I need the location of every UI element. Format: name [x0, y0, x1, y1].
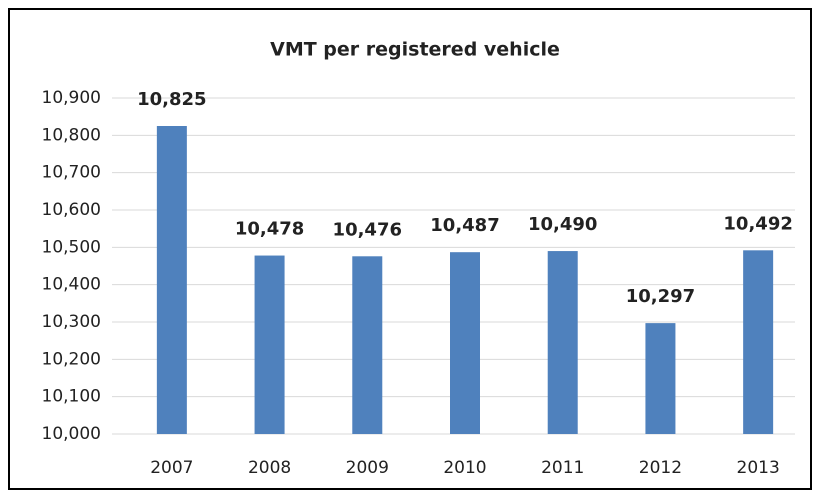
y-tick-label: 10,100	[42, 387, 101, 407]
y-tick-label: 10,700	[42, 163, 101, 183]
bar	[352, 256, 383, 434]
x-tick-label: 2013	[737, 458, 780, 478]
y-tick-label: 10,000	[42, 424, 101, 444]
x-tick-label: 2007	[150, 458, 193, 478]
x-tick-label: 2011	[541, 458, 584, 478]
bar	[254, 255, 285, 434]
y-tick-label: 10,400	[42, 275, 101, 295]
y-tick-label: 10,200	[42, 349, 101, 369]
chart-border	[8, 8, 812, 490]
bar	[547, 251, 578, 434]
x-tick-label: 2008	[248, 458, 291, 478]
bar	[743, 250, 774, 434]
data-label: 10,297	[626, 286, 695, 307]
y-tick-label: 10,900	[42, 88, 101, 108]
y-tick-label: 10,800	[42, 125, 101, 145]
x-tick-label: 2012	[639, 458, 682, 478]
y-tick-label: 10,300	[42, 312, 101, 332]
data-label: 10,492	[723, 213, 792, 234]
data-label: 10,487	[430, 215, 499, 236]
data-label: 10,490	[528, 214, 597, 235]
data-label: 10,476	[333, 219, 402, 240]
x-tick-label: 2009	[346, 458, 389, 478]
bar	[645, 323, 676, 434]
chart-title: VMT per registered vehicle	[270, 39, 560, 61]
data-label: 10,478	[235, 219, 304, 240]
bar	[450, 252, 480, 434]
y-tick-label: 10,600	[42, 200, 101, 220]
data-label: 10,825	[137, 89, 206, 110]
bar	[156, 126, 187, 434]
x-tick-label: 2010	[443, 458, 486, 478]
y-tick-label: 10,500	[42, 237, 101, 257]
